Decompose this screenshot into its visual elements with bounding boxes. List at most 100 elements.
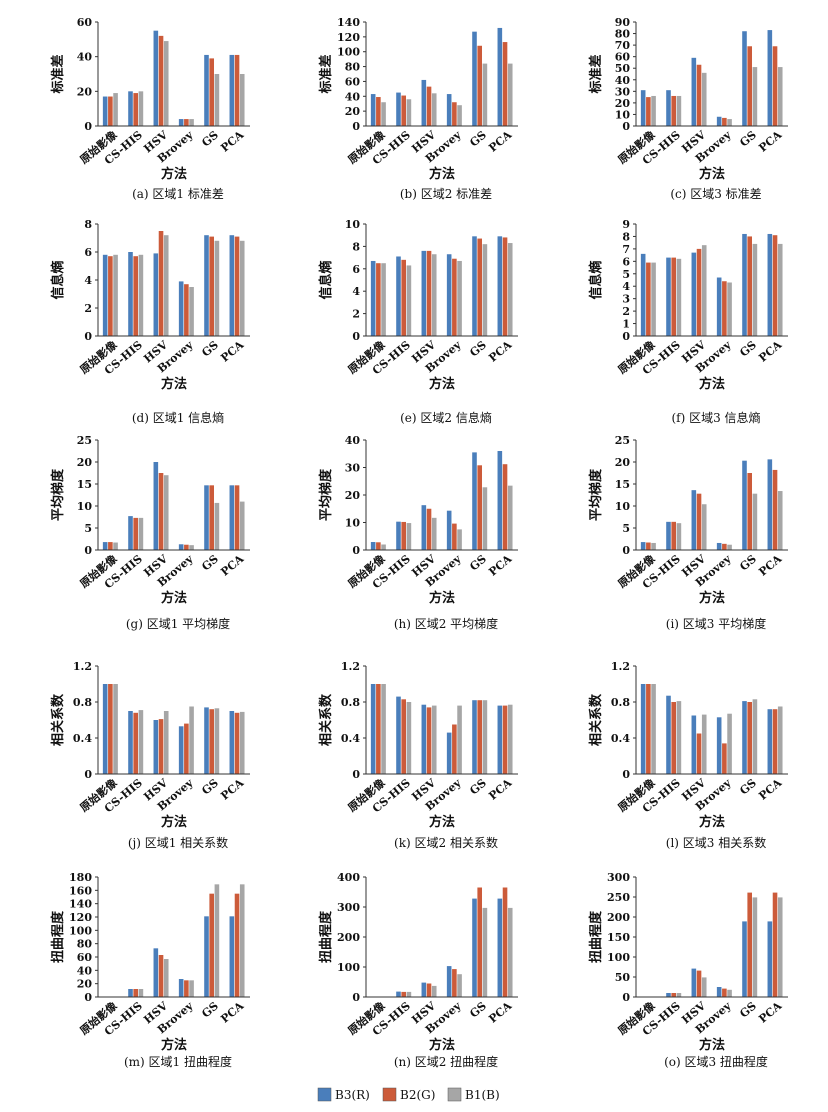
bar bbox=[691, 490, 697, 550]
y-tick-label: 60 bbox=[77, 951, 93, 964]
bar bbox=[676, 258, 682, 336]
y-tick-label: 0.4 bbox=[611, 732, 630, 745]
x-axis-title: 方法 bbox=[429, 1037, 455, 1053]
y-tick-label: 6 bbox=[622, 255, 630, 268]
bar bbox=[421, 704, 427, 774]
bar bbox=[507, 907, 513, 997]
y-tick-label: 25 bbox=[77, 434, 92, 447]
bar bbox=[214, 502, 220, 550]
bar bbox=[502, 464, 508, 550]
bar bbox=[777, 897, 783, 997]
y-axis-title: 扭曲程度 bbox=[588, 910, 604, 963]
bar bbox=[716, 987, 722, 997]
bar bbox=[752, 699, 758, 774]
y-tick-label: 40 bbox=[77, 964, 93, 977]
chart-caption: (b) 区域2 标准差 bbox=[400, 187, 492, 201]
bar bbox=[472, 452, 477, 551]
y-tick-label: 0 bbox=[622, 768, 630, 781]
y-tick-label: 9 bbox=[622, 218, 630, 231]
bar bbox=[401, 521, 406, 550]
bar bbox=[666, 521, 671, 550]
y-tick-label: 40 bbox=[77, 51, 93, 64]
y-tick-label: 20 bbox=[77, 456, 93, 469]
x-axis-title: 方法 bbox=[699, 590, 725, 606]
bar bbox=[727, 282, 732, 336]
bar bbox=[163, 41, 169, 126]
bar bbox=[696, 64, 702, 126]
x-tick-label: GS bbox=[199, 999, 221, 1020]
bar bbox=[128, 252, 133, 336]
bar bbox=[426, 86, 432, 126]
y-tick-label: 40 bbox=[615, 74, 631, 87]
bar bbox=[722, 543, 727, 550]
bar bbox=[482, 63, 488, 126]
bar bbox=[497, 27, 503, 126]
y-tick-label: 160 bbox=[69, 884, 92, 897]
bar bbox=[446, 94, 452, 126]
bar bbox=[742, 233, 747, 336]
y-tick-label: 20 bbox=[77, 85, 93, 98]
y-tick-label: 120 bbox=[69, 911, 92, 924]
bar bbox=[482, 700, 488, 774]
bar bbox=[396, 521, 401, 550]
x-tick-label: PCA bbox=[756, 338, 784, 365]
bar bbox=[502, 887, 508, 997]
bar bbox=[431, 93, 437, 126]
bar bbox=[752, 243, 758, 336]
x-tick-label: GS bbox=[199, 338, 221, 359]
bar bbox=[772, 46, 778, 126]
bar bbox=[108, 542, 113, 550]
y-axis-title: 标准差 bbox=[318, 54, 334, 94]
chart-caption: (e) 区域2 信息熵 bbox=[400, 410, 492, 425]
bar bbox=[446, 732, 452, 774]
bar bbox=[651, 262, 656, 336]
bar bbox=[646, 542, 651, 550]
y-tick-label: 10 bbox=[345, 517, 361, 530]
bar bbox=[472, 898, 477, 997]
bar bbox=[108, 96, 113, 126]
x-axis-title: 方法 bbox=[699, 814, 725, 830]
bar bbox=[446, 254, 452, 336]
bar bbox=[507, 485, 513, 550]
y-tick-label: 20 bbox=[615, 456, 631, 469]
bar bbox=[651, 95, 656, 126]
legend: B3(R) B2(G) B1(B) bbox=[317, 1087, 500, 1102]
legend-swatch bbox=[447, 1087, 462, 1102]
bar bbox=[701, 504, 707, 550]
bar bbox=[651, 542, 656, 550]
bar bbox=[178, 544, 184, 550]
bar bbox=[502, 705, 508, 774]
bar bbox=[376, 263, 381, 336]
bar bbox=[376, 684, 381, 774]
bar bbox=[777, 491, 783, 550]
x-tick-label: PCA bbox=[486, 338, 514, 365]
y-tick-label: 0 bbox=[622, 120, 630, 133]
bar bbox=[477, 700, 482, 774]
chart-13: 020406080100120140160180原始影像CS-HISHSVBro… bbox=[50, 871, 250, 1069]
y-tick-label: 80 bbox=[77, 938, 93, 951]
chart-caption: (f) 区域3 信息熵 bbox=[671, 410, 760, 425]
bar bbox=[234, 712, 240, 774]
y-tick-label: 60 bbox=[615, 51, 631, 64]
bar bbox=[189, 545, 194, 550]
bar bbox=[158, 473, 164, 550]
bar bbox=[482, 907, 488, 997]
y-tick-label: 15 bbox=[77, 478, 92, 491]
bar bbox=[666, 257, 671, 336]
y-tick-label: 4 bbox=[622, 280, 630, 293]
y-tick-label: 2 bbox=[622, 305, 630, 318]
x-tick-label: GS bbox=[467, 776, 489, 797]
bar bbox=[133, 93, 138, 126]
bar bbox=[128, 711, 133, 774]
bar bbox=[747, 702, 752, 774]
bar bbox=[138, 254, 144, 336]
x-tick-label: GS bbox=[467, 552, 489, 573]
bar bbox=[676, 95, 682, 126]
bar bbox=[767, 709, 773, 774]
x-tick-label: PCA bbox=[218, 552, 246, 579]
y-tick-label: 50 bbox=[615, 971, 631, 984]
bar bbox=[457, 105, 462, 126]
